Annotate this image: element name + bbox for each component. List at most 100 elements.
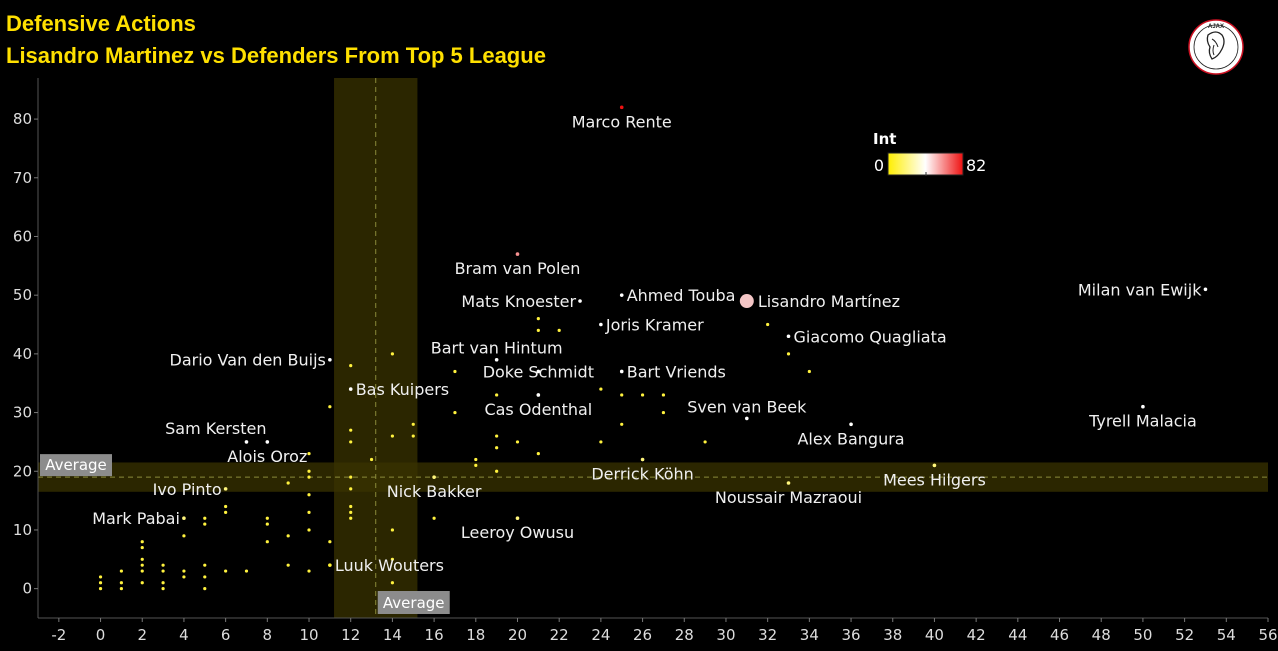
- point-label: Doke Schmidt: [483, 362, 594, 381]
- data-point: [411, 434, 415, 438]
- data-points: [98, 105, 1208, 591]
- point-label: Mark Pabai: [92, 509, 180, 528]
- data-point: [620, 393, 624, 397]
- x-tick-label: 32: [758, 626, 777, 644]
- data-point: [244, 569, 249, 573]
- x-tick-label: 38: [883, 626, 902, 644]
- x-tick-label: 46: [1050, 626, 1069, 644]
- x-tick-label: 12: [341, 626, 360, 644]
- data-point: [203, 516, 207, 520]
- data-point: [349, 440, 353, 444]
- data-point: [203, 563, 207, 567]
- data-point: [349, 510, 353, 514]
- point-label: Milan van Ewijk: [1078, 280, 1202, 299]
- data-point: [766, 322, 770, 327]
- average-bands: Average Average: [38, 78, 1268, 618]
- data-point: [328, 563, 332, 567]
- point-label: Nick Bakker: [387, 482, 482, 501]
- data-point: [307, 493, 311, 497]
- legend-max: 82: [966, 156, 986, 175]
- point-label: Bram van Polen: [455, 259, 581, 278]
- chart-title-block: Defensive Actions Lisandro Martinez vs D…: [6, 8, 546, 72]
- data-point: [432, 516, 436, 520]
- data-point: [265, 440, 270, 444]
- data-point: [599, 440, 603, 444]
- x-tick-label: 52: [1175, 626, 1194, 644]
- data-point: [453, 410, 457, 415]
- average-x-label: Average: [383, 594, 445, 612]
- x-tick-label: 30: [716, 626, 735, 644]
- x-tick-label: 4: [179, 626, 189, 644]
- data-point: [390, 528, 395, 532]
- point-label: Alex Bangura: [797, 429, 904, 448]
- point-label: Dario Van den Buijs: [170, 351, 326, 370]
- data-point: [307, 510, 311, 514]
- legend-title: Int: [873, 130, 896, 148]
- x-tick-label: 26: [633, 626, 652, 644]
- y-tick-label: 60: [13, 227, 32, 245]
- data-point: [932, 463, 937, 468]
- x-tick-label: 48: [1092, 626, 1111, 644]
- average-y-label: Average: [45, 456, 107, 474]
- data-point: [349, 504, 353, 509]
- data-point: [411, 422, 415, 426]
- data-point: [349, 487, 353, 491]
- point-label: Mats Knoester: [461, 292, 576, 311]
- data-point: [745, 416, 749, 421]
- data-point: [265, 540, 269, 544]
- data-point: [307, 528, 311, 532]
- data-point: [140, 540, 144, 544]
- point-label: Marco Rente: [572, 112, 672, 131]
- x-tick-label: 10: [299, 626, 318, 644]
- data-point: [161, 587, 165, 591]
- data-point: [369, 457, 374, 462]
- data-point: [578, 299, 582, 303]
- data-point: [495, 393, 499, 397]
- data-point: [661, 393, 666, 397]
- data-point: [349, 516, 353, 520]
- legend-min: 0: [874, 156, 884, 175]
- data-point: [348, 387, 353, 391]
- data-point: [390, 434, 395, 438]
- data-point: [182, 516, 186, 521]
- data-point: [786, 352, 791, 356]
- data-point: [265, 522, 269, 526]
- point-label: Tyrell Malacia: [1088, 412, 1197, 431]
- data-point: [495, 469, 499, 473]
- data-point: [286, 481, 290, 485]
- data-point: [703, 440, 707, 444]
- x-tick-label: 54: [1217, 626, 1236, 644]
- data-point: [515, 440, 520, 444]
- x-tick-label: 16: [425, 626, 444, 644]
- x-tick-label: 34: [800, 626, 819, 644]
- data-point: [307, 469, 311, 473]
- x-tick-label: 50: [1133, 626, 1152, 644]
- data-point: [349, 364, 353, 368]
- data-point: [224, 510, 228, 514]
- y-tick-label: 20: [13, 462, 32, 480]
- data-point: [140, 569, 144, 573]
- point-labels: Marco Rente Bram van Polen Mats Knoester Ah…: [92, 112, 1202, 575]
- y-tick-label: 50: [13, 286, 32, 304]
- chart-title: Defensive Actions: [6, 11, 196, 36]
- data-point: [98, 581, 103, 585]
- data-point: [807, 369, 811, 374]
- data-point: [515, 252, 520, 256]
- data-point: [182, 569, 186, 573]
- data-point: [140, 545, 144, 550]
- x-tick-label: 24: [591, 626, 610, 644]
- point-label: Ahmed Touba: [627, 286, 736, 305]
- data-point: [619, 293, 624, 297]
- data-point: [495, 446, 499, 450]
- data-point: [349, 428, 353, 432]
- data-point: [140, 557, 144, 561]
- x-tick-label: 42: [967, 626, 986, 644]
- x-tick-label: 18: [466, 626, 485, 644]
- data-point: [599, 387, 603, 391]
- x-tick-label: 28: [675, 626, 694, 644]
- x-tick-label: 8: [263, 626, 273, 644]
- data-point: [640, 393, 645, 397]
- x-tick-label: 2: [137, 626, 147, 644]
